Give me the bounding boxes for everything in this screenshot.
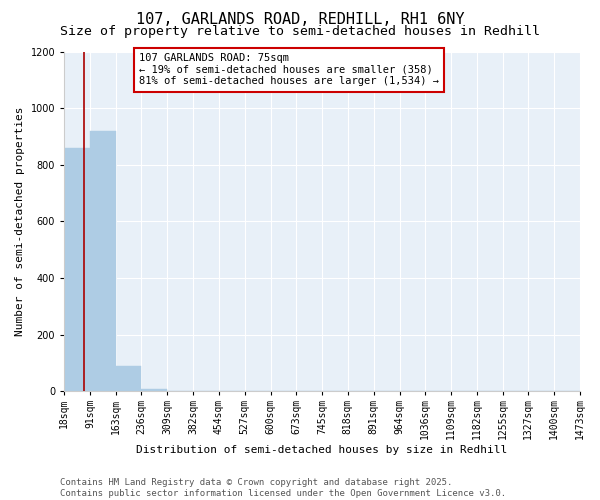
- Text: 107 GARLANDS ROAD: 75sqm
← 19% of semi-detached houses are smaller (358)
81% of : 107 GARLANDS ROAD: 75sqm ← 19% of semi-d…: [139, 53, 439, 86]
- X-axis label: Distribution of semi-detached houses by size in Redhill: Distribution of semi-detached houses by …: [136, 445, 508, 455]
- Y-axis label: Number of semi-detached properties: Number of semi-detached properties: [15, 106, 25, 336]
- Bar: [90, 131, 116, 392]
- Text: 107, GARLANDS ROAD, REDHILL, RH1 6NY: 107, GARLANDS ROAD, REDHILL, RH1 6NY: [136, 12, 464, 28]
- Text: Size of property relative to semi-detached houses in Redhill: Size of property relative to semi-detach…: [60, 25, 540, 38]
- Text: Contains HM Land Registry data © Crown copyright and database right 2025.
Contai: Contains HM Land Registry data © Crown c…: [60, 478, 506, 498]
- Bar: [116, 366, 142, 392]
- Bar: [142, 388, 167, 392]
- Bar: [64, 148, 90, 392]
